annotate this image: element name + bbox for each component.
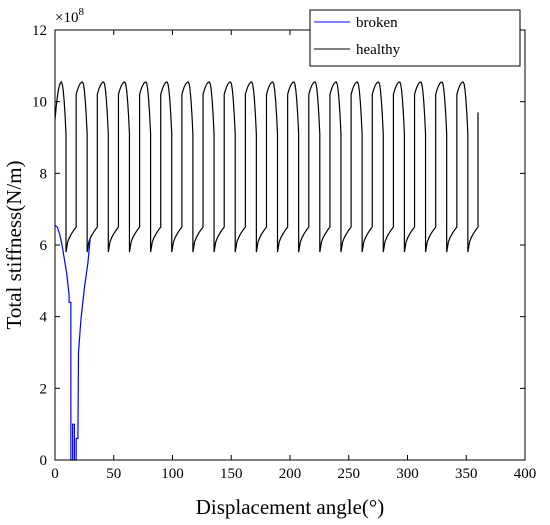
- y-tick-label: 8: [40, 166, 48, 182]
- x-axis-title: Displacement angle(°): [196, 495, 385, 519]
- y-tick-label: 6: [40, 238, 48, 254]
- legend-label-healthy: healthy: [356, 42, 401, 58]
- y-tick-label: 2: [40, 381, 48, 397]
- y-ticks: 0 2 4 6 8 10 12: [32, 23, 525, 469]
- x-tick-label: 100: [161, 466, 184, 482]
- legend-label-broken: broken: [356, 15, 398, 31]
- y-tick-label: 10: [32, 95, 47, 111]
- y-axis-title: Total stiffness(N/m): [2, 160, 26, 329]
- series-broken-line: [54, 224, 91, 461]
- x-tick-label: 50: [106, 466, 121, 482]
- x-tick-label: 0: [51, 466, 59, 482]
- x-tick-label: 300: [396, 466, 419, 482]
- legend-box: [309, 9, 521, 67]
- x-tick-label: 350: [455, 466, 478, 482]
- plot-lines: [54, 80, 479, 461]
- y-tick-label: 12: [32, 23, 47, 39]
- x-ticks: 0 50 100 150 200 250 300 350 400: [51, 30, 536, 482]
- legend: broken healthy: [309, 9, 521, 67]
- x-tick-label: 250: [338, 466, 361, 482]
- y-multiplier-exponent: 8: [78, 6, 84, 18]
- x-tick-label: 150: [220, 466, 243, 482]
- y-tick-label: 4: [40, 310, 48, 326]
- y-multiplier-base: ×10: [55, 10, 78, 26]
- y-multiplier-label: ×108: [55, 6, 84, 26]
- x-tick-label: 200: [279, 466, 302, 482]
- x-tick-label: 400: [514, 466, 537, 482]
- series-healthy-line: [54, 80, 479, 253]
- y-tick-label: 0: [40, 453, 48, 469]
